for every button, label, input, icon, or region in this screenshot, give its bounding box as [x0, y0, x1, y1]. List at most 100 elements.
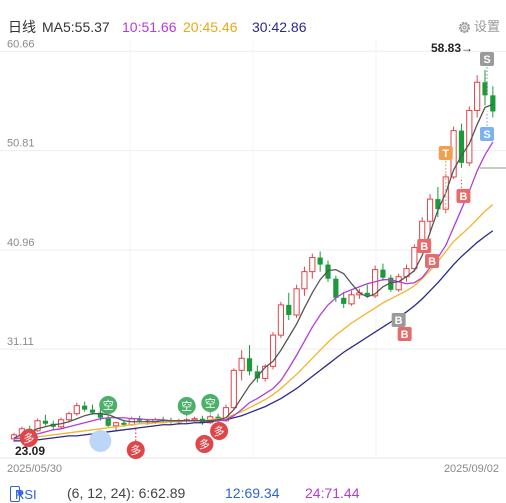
rsi24-value: 24:71.44 [305, 485, 360, 501]
y-tick-label: 60.66 [7, 38, 35, 50]
kong-marker-text: 空 [103, 398, 114, 412]
candle-body [301, 271, 308, 290]
candle-body [89, 409, 96, 413]
kong-marker-bg [201, 394, 220, 412]
candle-body [325, 264, 331, 279]
duo-marker: 多 [19, 429, 38, 447]
kong-marker-text: 空 [181, 399, 192, 413]
duo-marker-text: 多 [199, 437, 210, 451]
candle-body [333, 278, 339, 298]
kong-marker-bg [99, 396, 118, 414]
b-marker-bg [417, 239, 432, 253]
b-marker-grey-text: B [395, 315, 403, 327]
candlestick-chart[interactable]: 60.66 50.81 40.96 31.11 2025/05/30 2025/09/02… [0, 0, 506, 484]
b-marker-bg [425, 254, 440, 268]
candle-body [97, 412, 103, 418]
settings-label: 设置 [473, 19, 500, 34]
candle-body [341, 297, 347, 304]
b-marker-text: B [401, 329, 409, 341]
t-marker: T [438, 146, 453, 160]
signal-markers: 空空空多多 多多BBBBBTSS [19, 52, 506, 459]
duo-marker-bg [195, 435, 214, 453]
candle-body [435, 199, 441, 210]
candle-body [246, 358, 253, 372]
t-marker-text: T [442, 148, 449, 160]
rsi-selector-label: RSI [15, 487, 37, 502]
duo-marker-text: 多 [130, 443, 141, 457]
kong-marker: 空 [99, 396, 118, 414]
candle-body [380, 269, 386, 278]
s-marker-blue-bg [480, 127, 494, 141]
b-marker-bg [456, 189, 471, 203]
period-label[interactable]: 日线 [8, 19, 36, 35]
y-axis: 60.66 50.81 40.96 31.11 2025/05/30 2025/09/02 [7, 38, 499, 475]
chevron-down-icon: ▼ [15, 489, 25, 500]
signal-bubble [89, 430, 112, 452]
kong-marker: 空 [177, 397, 196, 415]
candle-body [121, 422, 127, 425]
kong-marker-text: 空 [205, 396, 216, 410]
candle-body [73, 405, 80, 415]
candle-body [426, 198, 434, 222]
candle-body [293, 288, 300, 316]
candle-body [269, 334, 277, 367]
rsi-indicator-bar: RSI ▼ (6, 12, 24): 6:62.89 12:69.34 24:7… [0, 484, 506, 502]
ma20-line [14, 204, 494, 440]
b-marker: B [456, 189, 471, 203]
candle-body [317, 257, 323, 265]
candle-body [238, 357, 245, 371]
settings-button[interactable]: 设置 [457, 14, 500, 40]
s-marker-grey-text: S [483, 54, 490, 66]
duo-marker-bg [126, 441, 145, 459]
x-end-label: 2025/09/02 [444, 463, 499, 475]
candle-body [395, 276, 402, 291]
candle-body [458, 130, 465, 163]
t-marker-bg [438, 146, 453, 160]
duo-marker: 多 [210, 422, 229, 440]
candle-body [474, 81, 481, 111]
b-marker-text: B [459, 191, 467, 203]
s-marker-grey-bg [480, 52, 494, 66]
rsi12-value: 12:69.34 [225, 485, 280, 501]
duo-marker: 多 [195, 435, 214, 453]
candle-body [34, 420, 41, 432]
b-marker-text: B [428, 256, 436, 268]
candle-body [42, 420, 48, 424]
ma10-line [13, 141, 494, 440]
candle-body [262, 365, 269, 379]
gear-icon [458, 21, 471, 33]
candle-body [348, 294, 355, 305]
b-marker: B [397, 327, 412, 341]
ma5-line [13, 103, 494, 439]
y-tick-label: 50.81 [7, 138, 35, 150]
b-marker-bg [397, 327, 412, 341]
s-marker-grey: S [480, 52, 494, 66]
duo-marker: 多 [126, 441, 145, 459]
candle-body [112, 422, 120, 427]
duo-marker-text: 多 [214, 424, 225, 438]
chart-labels: 58.83→ 23.09 [15, 41, 473, 458]
ma20-value: 20:45.46 [183, 19, 238, 35]
duo-marker-bg [19, 429, 38, 447]
duo-marker-text: 多 [23, 431, 34, 445]
max-price-label: 58.83→ [431, 41, 473, 55]
b-marker: B [425, 254, 440, 268]
y-tick-label: 31.11 [7, 336, 34, 348]
candle-body [411, 246, 418, 270]
duo-marker-bg [210, 422, 229, 440]
ma30-value: 30:42.86 [252, 19, 307, 35]
ma10-value: 10:51.66 [122, 19, 177, 35]
ma-indicator-bar: 日线 MA5:55.37 10:51.66 20:45.46 30:42.86 [0, 14, 506, 40]
candle-body [65, 413, 73, 421]
candle-body [466, 109, 473, 164]
b-marker-grey-bg [391, 313, 406, 327]
candle-body [230, 369, 237, 409]
candle-body [82, 405, 88, 410]
kong-marker: 空 [201, 394, 220, 412]
s-marker-blue-text: S [483, 129, 490, 141]
rsi6-value: (6, 12, 24): 6:62.89 [67, 485, 186, 501]
candle-body [254, 371, 260, 379]
b-marker: B [417, 239, 432, 253]
b-marker-grey: B [391, 313, 406, 327]
x-start-label: 2025/05/30 [7, 463, 62, 475]
